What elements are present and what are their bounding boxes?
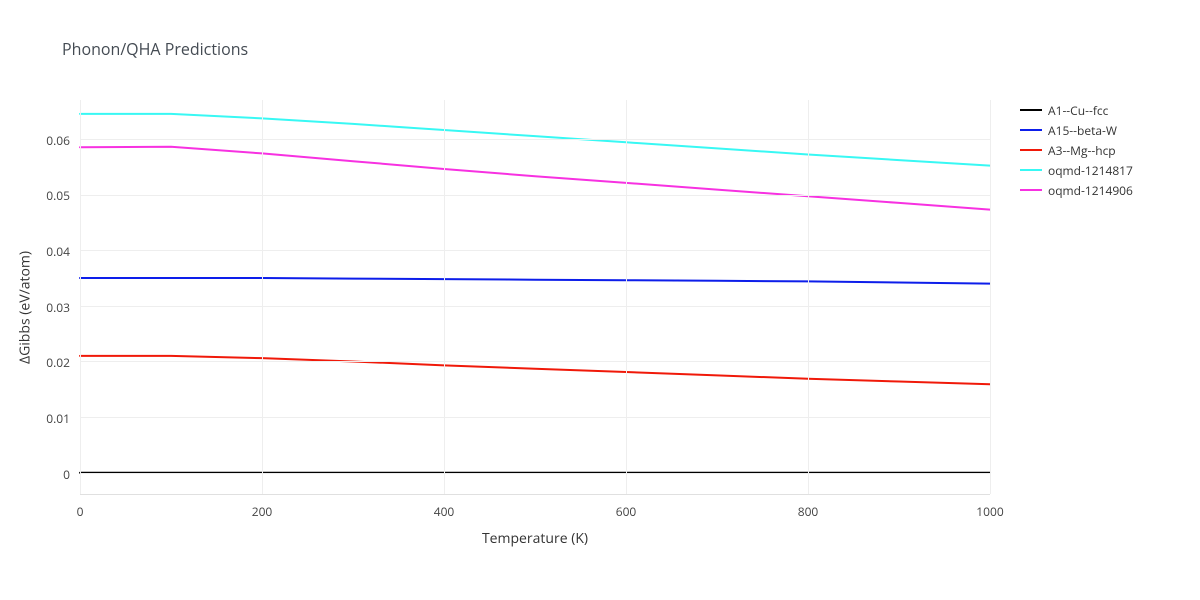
x-tick: 1000 [976,503,1003,520]
legend-item[interactable]: oqmd-1214906 [1020,180,1133,200]
phonon-chart: Phonon/QHA Predictions Temperature (K) Δ… [0,0,1200,600]
legend-swatch [1020,129,1042,131]
legend-item[interactable]: A3--Mg--hcp [1020,140,1133,160]
gridline-h [80,195,990,196]
series-line[interactable] [80,278,990,284]
legend[interactable]: A1--Cu--fcc A15--beta-W A3--Mg--hcp oqmd-12… [1020,100,1133,200]
gridline-h [80,361,990,362]
gridline-h [80,139,990,140]
plot-area[interactable] [80,100,990,495]
legend-swatch [1020,109,1042,111]
gridline-h [80,250,990,251]
x-tick: 800 [798,503,819,520]
chart-title: Phonon/QHA Predictions [62,38,248,60]
legend-item[interactable]: oqmd-1214817 [1020,160,1133,180]
x-tick: 400 [434,503,455,520]
x-tick: 0 [77,503,84,520]
gridline-h [80,473,990,474]
legend-swatch [1020,189,1042,191]
gridline-v [808,100,809,494]
legend-label: oqmd-1214906 [1048,182,1133,199]
series-line[interactable] [80,147,990,210]
legend-label: A1--Cu--fcc [1048,102,1108,119]
legend-label: A15--beta-W [1048,122,1117,139]
legend-item[interactable]: A15--beta-W [1020,120,1133,140]
x-axis-label: Temperature (K) [482,529,588,548]
x-tick: 600 [616,503,637,520]
gridline-v [80,100,81,494]
legend-label: oqmd-1214817 [1048,162,1133,179]
gridline-v [262,100,263,494]
legend-swatch [1020,169,1042,171]
gridline-v [990,100,991,494]
legend-label: A3--Mg--hcp [1048,142,1116,159]
y-axis-label: ΔGibbs (eV/atom) [16,250,35,363]
gridline-h [80,417,990,418]
series-line[interactable] [80,356,990,384]
legend-item[interactable]: A1--Cu--fcc [1020,100,1133,120]
line-series-svg [80,100,990,495]
gridline-v [626,100,627,494]
x-tick: 200 [252,503,273,520]
legend-swatch [1020,149,1042,151]
gridline-h [80,306,990,307]
gridline-v [444,100,445,494]
